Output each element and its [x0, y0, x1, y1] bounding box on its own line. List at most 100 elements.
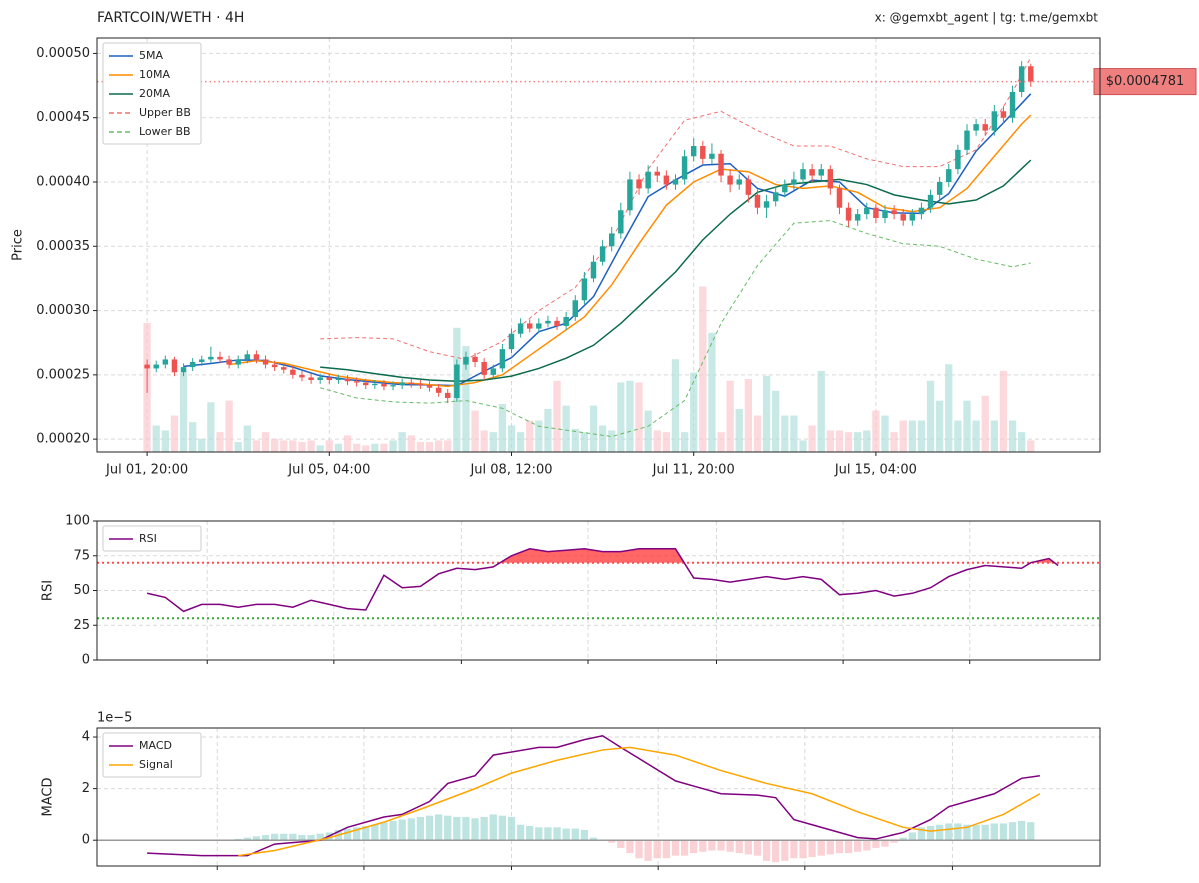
histogram-bar	[890, 840, 898, 843]
candle-body	[873, 207, 879, 218]
series-line	[238, 746, 1041, 857]
histogram-bar	[571, 828, 579, 841]
series-line	[320, 220, 1031, 438]
histogram-bar	[644, 840, 652, 861]
series-line	[146, 548, 1059, 613]
candle-body	[399, 382, 405, 386]
candle-body	[991, 111, 998, 131]
volume-bar	[671, 359, 680, 452]
volume-bar	[753, 415, 762, 452]
y-tick-label: 0.00050	[36, 46, 90, 61]
candle-body	[262, 359, 269, 365]
candle-body	[217, 356, 223, 360]
volume-bar	[307, 440, 315, 452]
volume-bar	[817, 370, 825, 452]
histogram-bar	[498, 815, 507, 841]
volume-bar	[407, 435, 415, 452]
histogram-bar	[999, 823, 1008, 841]
plot-frame	[96, 37, 1101, 453]
last-price-label: $0.0004781	[1106, 74, 1185, 89]
candle-body	[417, 383, 424, 386]
candle-body	[736, 179, 742, 185]
candle-body	[827, 169, 834, 189]
histogram-bar	[680, 840, 689, 856]
candle-body	[144, 364, 150, 369]
volume-bar	[207, 402, 215, 452]
candle-body	[663, 175, 670, 185]
histogram-bar	[352, 827, 361, 841]
histogram-bar	[462, 816, 470, 841]
volume-bar	[854, 432, 862, 452]
histogram-bar	[270, 833, 279, 841]
volume-bar	[507, 425, 516, 452]
candle-body	[472, 356, 478, 362]
candle-body	[426, 385, 433, 388]
axis-offset: 1e−5	[97, 711, 132, 726]
candle-body	[1018, 66, 1025, 92]
candle-body	[854, 214, 861, 221]
candle-body	[636, 179, 642, 189]
volume-bar	[662, 432, 671, 452]
legend-box	[102, 525, 202, 552]
histogram-bar	[936, 824, 944, 841]
candle-body	[199, 359, 205, 362]
volume-bar	[781, 415, 789, 452]
volume-bar	[289, 440, 297, 452]
volume-bar	[826, 430, 834, 452]
volume-bar	[425, 442, 434, 452]
candle-body	[363, 382, 369, 386]
histogram-bar	[844, 840, 853, 854]
y-tick-label: 25	[73, 618, 90, 633]
candle-body	[435, 387, 442, 393]
volume-bar	[189, 422, 197, 452]
volume-bar	[790, 415, 798, 452]
candle-body	[982, 124, 988, 131]
volume-bar	[762, 375, 771, 452]
histogram-bar	[289, 833, 297, 841]
y-tick-label: 0.00035	[36, 239, 90, 254]
candle-body	[1028, 66, 1034, 82]
histogram-bar	[1027, 822, 1035, 841]
volume-bar	[626, 380, 634, 452]
histogram-bar	[653, 840, 661, 859]
volume-bar	[544, 408, 552, 452]
candle-body	[645, 171, 651, 189]
x-tick-label: Jul 08, 12:00	[469, 463, 552, 478]
volume-bar	[653, 430, 661, 452]
volume-bar	[161, 430, 169, 452]
histogram-bar	[507, 816, 516, 841]
histogram-bar	[790, 840, 798, 859]
volume-bar	[198, 438, 206, 452]
y-tick-label: 50	[73, 583, 90, 598]
y-tick-label: 2	[82, 781, 90, 796]
histogram-bar	[398, 819, 406, 841]
histogram-bar	[835, 840, 844, 854]
histogram-bar	[453, 816, 461, 841]
candle-body	[299, 374, 305, 378]
histogram-bar	[926, 826, 935, 841]
histogram-bar	[444, 815, 452, 841]
histogram-bar	[425, 815, 434, 841]
candle-body	[444, 392, 451, 398]
histogram-bar	[526, 826, 534, 841]
histogram-bar	[1008, 822, 1017, 841]
volume-bar	[881, 415, 889, 452]
volume-bar	[844, 432, 853, 452]
candle-body	[290, 369, 296, 375]
y-tick-label: 100	[65, 514, 90, 529]
volume-bar	[608, 430, 616, 452]
histogram-bar	[316, 833, 324, 841]
candle-body	[281, 367, 287, 370]
volume-bar	[999, 370, 1008, 452]
histogram-bar	[434, 814, 443, 841]
volume-bar	[617, 382, 625, 452]
candle-body	[526, 323, 533, 329]
y-tick-label: 0.00030	[36, 303, 90, 318]
volume-bar	[1008, 420, 1017, 452]
histogram-bar	[635, 840, 643, 859]
x-tick-label: Jul 01, 20:00	[105, 463, 188, 478]
candle-body	[381, 383, 387, 387]
candle-body	[709, 153, 715, 159]
histogram-bar	[863, 840, 871, 851]
